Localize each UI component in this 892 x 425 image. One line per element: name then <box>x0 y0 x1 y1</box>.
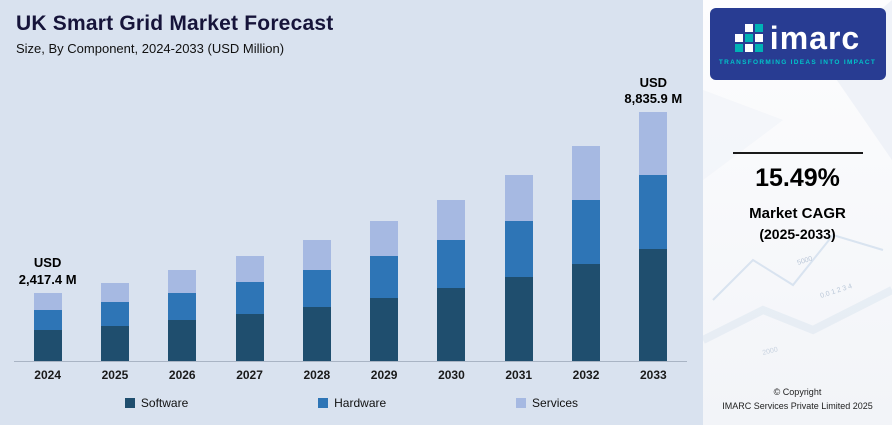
x-axis-label-2028: 2028 <box>303 368 331 382</box>
bar-column-2028 <box>283 88 350 361</box>
chart-legend: Software Hardware Services <box>60 396 643 410</box>
bar-column-2033: USD 8,835.9 M <box>620 75 687 361</box>
x-axis-label-2026: 2026 <box>168 368 196 382</box>
x-axis-label-2031: 2031 <box>505 368 533 382</box>
bar-segment-hardware <box>437 239 466 289</box>
copyright: © Copyright IMARC Services Private Limit… <box>703 386 892 413</box>
stacked-bar <box>100 282 129 361</box>
cagr-label: Market CAGR <box>749 205 846 222</box>
stacked-bar <box>235 256 264 361</box>
imarc-logo: imarc TRANSFORMING IDEAS INTO IMPACT <box>709 8 886 80</box>
cagr-value: 15.49% <box>755 164 840 192</box>
bar-segment-software <box>100 325 129 361</box>
stacked-bar <box>572 145 601 361</box>
bar-segment-software <box>639 249 668 361</box>
stacked-bar <box>302 240 331 361</box>
copyright-line1: © Copyright <box>773 387 822 397</box>
x-axis-label-2024: 2024 <box>34 368 61 382</box>
stacked-bar <box>437 199 466 361</box>
legend-label-hardware: Hardware <box>334 396 387 410</box>
bar-segment-services <box>100 282 129 303</box>
bar-segment-services <box>302 240 331 271</box>
bar-column-2027 <box>216 88 283 361</box>
cagr-block: 15.49% Market CAGR (2025-2033) <box>703 152 892 242</box>
legend-label-software: Software <box>140 396 189 410</box>
stacked-bar <box>504 174 533 361</box>
bar-segment-software <box>168 320 197 361</box>
bar-segment-software <box>437 288 466 361</box>
stacked-bar-chart: USD 2,417.4 M USD 8,835.9 M <box>14 75 687 362</box>
bar-segment-services <box>168 270 197 293</box>
stacked-bar <box>168 270 197 361</box>
imarc-logo-text: imarc <box>769 20 861 56</box>
stacked-bar <box>370 221 399 361</box>
bar-column-2029 <box>350 88 417 361</box>
bar-column-2032 <box>552 88 619 361</box>
x-axis-label-2029: 2029 <box>370 368 398 382</box>
x-axis-label-2027: 2027 <box>236 368 263 382</box>
bar-segment-hardware <box>235 282 264 314</box>
bar-segment-software <box>370 298 399 361</box>
legend-item-software: Software <box>124 396 189 410</box>
bar-segment-software <box>572 264 601 361</box>
bar-segment-hardware <box>639 174 668 250</box>
bar-segment-software <box>504 277 533 361</box>
imarc-logo-icon <box>734 24 763 52</box>
svg-text:2000: 2000 <box>762 346 779 357</box>
legend-item-hardware: Hardware <box>318 396 386 410</box>
bar-segment-services <box>370 221 399 257</box>
imarc-logo-row: imarc <box>734 20 861 56</box>
bar-segment-hardware <box>504 221 533 278</box>
chart-header: UK Smart Grid Market Forecast Size, By C… <box>0 0 703 56</box>
copyright-line2: IMARC Services Private Limited 2025 <box>722 400 873 411</box>
stacked-bar <box>33 292 62 361</box>
bar-segment-hardware <box>33 309 62 331</box>
bar-segment-hardware <box>100 302 129 326</box>
bar-segment-services <box>437 199 466 240</box>
chart-panel: UK Smart Grid Market Forecast Size, By C… <box>0 0 703 425</box>
legend-item-services: Services <box>516 396 578 410</box>
brand-sidebar: 5000 0.0 1 2 3 4 2000 imarc TRANSFORMING… <box>703 0 892 425</box>
stacked-bar <box>639 112 668 361</box>
svg-text:0.0 1 2 3 4: 0.0 1 2 3 4 <box>819 283 853 300</box>
x-axis-label-2025: 2025 <box>101 368 129 382</box>
svg-text:5000: 5000 <box>796 255 813 267</box>
bar-segment-software <box>33 330 62 361</box>
legend-swatch-software <box>124 398 135 408</box>
x-axis-label-2032: 2032 <box>572 368 600 382</box>
legend-label-services: Services <box>532 396 579 410</box>
value-annotation-2033: USD 8,835.9 M <box>624 74 683 107</box>
x-axis-label-2030: 2030 <box>438 368 465 382</box>
bar-segment-services <box>235 256 264 283</box>
x-axis-label-2033: 2033 <box>639 368 667 382</box>
chart-subtitle: Size, By Component, 2024-2033 (USD Milli… <box>16 41 285 56</box>
bar-column-2025 <box>81 88 148 361</box>
bar-segment-software <box>302 306 331 361</box>
chart-title: UK Smart Grid Market Forecast <box>16 12 334 35</box>
bar-segment-hardware <box>370 256 399 299</box>
imarc-tagline: TRANSFORMING IDEAS INTO IMPACT <box>718 59 877 66</box>
divider-line <box>732 152 863 154</box>
bar-segment-services <box>639 112 668 175</box>
bar-column-2024: USD 2,417.4 M <box>14 88 81 361</box>
bar-segment-services <box>33 292 62 310</box>
bar-segment-hardware <box>302 270 331 307</box>
bar-segment-services <box>572 145 601 200</box>
value-annotation-2024: USD 2,417.4 M <box>18 255 77 287</box>
bar-column-2030 <box>418 88 485 361</box>
bar-segment-hardware <box>572 199 601 265</box>
legend-swatch-services <box>516 398 527 408</box>
x-axis-labels: 2024 2025 2026 2027 2028 2029 2030 2031 2032 2033 <box>14 368 687 382</box>
bar-column-2026 <box>149 88 216 361</box>
cagr-period: (2025-2033) <box>759 226 836 242</box>
legend-swatch-hardware <box>318 398 329 408</box>
bar-segment-services <box>504 174 533 222</box>
bar-column-2031 <box>485 88 552 361</box>
bar-segment-hardware <box>168 293 197 321</box>
bar-segment-software <box>235 313 264 361</box>
